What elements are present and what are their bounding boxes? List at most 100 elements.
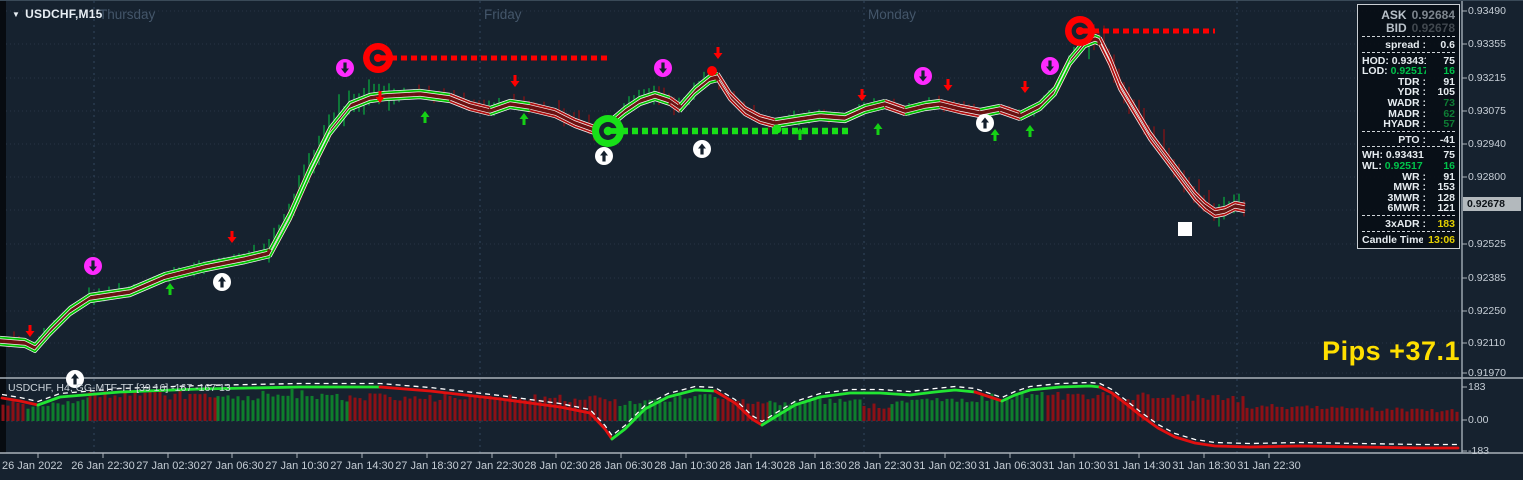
histogram-bar xyxy=(1051,394,1055,421)
red-dot-marker xyxy=(707,66,717,76)
ma-ribbon-band xyxy=(1019,41,1101,121)
ma-ribbon-band xyxy=(1019,34,1101,114)
circle-down-arrow-icon xyxy=(336,59,354,77)
info-row: MWR : 153 xyxy=(1362,181,1455,194)
histogram-bar xyxy=(1310,408,1314,421)
histogram-bar xyxy=(310,395,314,421)
histogram-bar xyxy=(751,403,755,421)
histogram-bar xyxy=(508,394,512,421)
histogram-bar xyxy=(1295,406,1299,421)
white-square-marker[interactable] xyxy=(1178,222,1192,236)
histogram-bar xyxy=(673,397,677,421)
histogram-bar xyxy=(483,395,487,421)
chevron-down-icon: ▼ xyxy=(12,10,21,19)
histogram-bar xyxy=(628,400,632,421)
ma-ribbon-outline xyxy=(1019,33,1101,114)
indicator-signal-line xyxy=(760,388,977,427)
histogram-bar xyxy=(950,398,954,421)
histogram-bar xyxy=(373,393,377,421)
histogram-bar xyxy=(315,399,319,421)
histogram-bar xyxy=(11,401,15,421)
info-label: 3MWR : xyxy=(1387,191,1427,204)
histogram-bar xyxy=(1086,399,1090,421)
histogram-bar xyxy=(113,395,117,421)
histogram-bar xyxy=(226,395,230,421)
info-row: ASK 0.92684 xyxy=(1362,8,1455,22)
histogram-bar xyxy=(443,393,447,421)
histogram-bar xyxy=(1430,409,1434,421)
histogram-bar xyxy=(788,404,792,421)
histogram-bar xyxy=(925,398,929,421)
histogram-bar xyxy=(900,400,904,421)
histogram-bar xyxy=(198,394,202,421)
info-row: Candle Time 13:06 xyxy=(1362,233,1455,246)
histogram-bar xyxy=(428,394,432,421)
ma-ribbon-band xyxy=(269,89,451,250)
circle-down-arrow-icon xyxy=(914,67,932,85)
ma-ribbon-core xyxy=(904,100,941,115)
histogram-bar xyxy=(1040,391,1044,421)
histogram-bar xyxy=(1390,409,1394,421)
histogram-bar xyxy=(608,401,612,421)
ma-ribbon-core xyxy=(448,94,491,115)
histogram-bar xyxy=(563,401,567,421)
circle-down-arrow-icon xyxy=(84,257,102,275)
histogram-bar xyxy=(36,405,40,421)
histogram-bar xyxy=(528,399,532,421)
ma-ribbon-band xyxy=(939,99,981,111)
histogram-bar xyxy=(768,400,772,421)
info-label: BID xyxy=(1385,21,1407,35)
info-label: PTO : xyxy=(1398,133,1426,146)
histogram-bar xyxy=(995,397,999,421)
info-value: 128 xyxy=(1437,191,1455,204)
info-value: 91 xyxy=(1443,75,1455,88)
histogram-bar xyxy=(133,392,137,421)
histogram-bar xyxy=(538,399,542,421)
info-label: WL: xyxy=(1362,159,1385,172)
info-label: TDR : xyxy=(1398,75,1426,88)
sell-signal-marker[interactable] xyxy=(363,43,393,73)
circle-up-arrow-icon xyxy=(213,273,231,291)
symbol-timeframe-label[interactable]: ▼ USDCHF,M15 xyxy=(12,7,102,21)
histogram-bar xyxy=(1161,397,1165,421)
buy-signal-marker[interactable] xyxy=(592,115,624,147)
histogram-bar xyxy=(56,403,60,421)
histogram-bar xyxy=(1081,394,1085,421)
histogram-bar xyxy=(98,397,102,421)
histogram-bar xyxy=(813,398,817,421)
histogram-bar xyxy=(393,400,397,421)
histogram-bar xyxy=(448,396,452,421)
ma-ribbon-band xyxy=(669,96,681,106)
ma-ribbon-band xyxy=(999,104,1021,114)
indicator-signal-line xyxy=(1000,384,1102,403)
histogram-bar xyxy=(1285,409,1289,421)
ma-ribbon-band xyxy=(904,99,941,109)
histogram-bar xyxy=(708,394,712,421)
info-value: 153 xyxy=(1437,181,1455,194)
info-label: WR : xyxy=(1402,170,1426,183)
histogram-bar xyxy=(583,399,587,421)
histogram-bar xyxy=(1435,412,1439,421)
histogram-bar xyxy=(66,401,70,421)
histogram-bar xyxy=(300,390,304,421)
info-label: 0.92517 : xyxy=(1390,65,1426,78)
histogram-bar xyxy=(1,404,5,421)
histogram-bar xyxy=(1355,407,1359,421)
ma-ribbon-band xyxy=(529,102,601,130)
histogram-bar xyxy=(330,395,334,421)
info-value: 16 xyxy=(1443,65,1455,78)
ma-ribbon-band xyxy=(884,99,906,109)
histogram-bar xyxy=(568,402,572,421)
circle-up-arrow-icon xyxy=(693,140,711,158)
info-value: 13:06 xyxy=(1428,233,1455,246)
histogram-bar xyxy=(1061,399,1065,421)
histogram-bar xyxy=(478,396,482,421)
info-value: 62 xyxy=(1443,107,1455,120)
histogram-bar xyxy=(31,406,35,421)
histogram-bar xyxy=(281,395,285,421)
histogram-bar xyxy=(1066,393,1070,421)
info-row: HYADR : 57 xyxy=(1362,118,1455,130)
sell-signal-marker[interactable] xyxy=(1065,16,1095,46)
sell-arrow-icon xyxy=(375,91,385,103)
